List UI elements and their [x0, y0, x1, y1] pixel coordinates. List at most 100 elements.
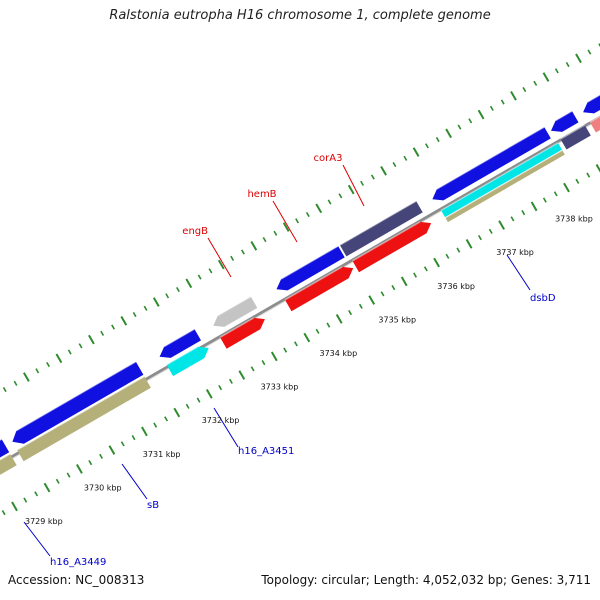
outer-tick [23, 372, 30, 382]
scale-label-3733: 3733 kbp [261, 383, 299, 392]
inner-tick [391, 285, 396, 291]
outer-tick [370, 174, 375, 180]
inner-tick [358, 303, 363, 309]
gene-label-h16_A3451: h16_A3451 [238, 446, 294, 457]
gene-slate-right-body [560, 125, 591, 150]
outer-tick [143, 305, 148, 311]
inner-tick [66, 472, 71, 478]
inner-tick [478, 235, 482, 241]
outer-tick [435, 136, 440, 143]
outer-tick [120, 315, 128, 326]
gene-blue-right-long [432, 126, 551, 201]
outer-tick [500, 99, 505, 105]
outer-tick [217, 259, 225, 270]
inner-tick [294, 341, 298, 347]
gene-red-corA3-partner [352, 221, 432, 273]
scale-label-3732: 3732 kbp [202, 416, 240, 425]
outer-tick [208, 268, 213, 274]
gene-blue-edge-bevel [587, 94, 600, 103]
outer-tick [598, 43, 600, 48]
inner-tick [131, 435, 136, 441]
scale-label-3738: 3738 kbp [555, 215, 593, 224]
inner-tick [1, 510, 6, 516]
outer-tick [100, 330, 105, 336]
outer-tick [412, 147, 420, 157]
scale-label-3729: 3729 kbp [25, 517, 63, 526]
inner-tick [261, 360, 266, 366]
callout-line-h16_A3451 [213, 407, 239, 448]
gene-h16_A3451 [166, 346, 209, 377]
gene-hemB [276, 245, 345, 291]
inner-tick [229, 378, 233, 384]
inner-tick [43, 482, 51, 493]
outer-tick [565, 61, 570, 68]
outer-tick [477, 109, 485, 120]
inner-tick [498, 220, 505, 230]
inner-tick [575, 178, 580, 184]
gene-corA3-body [339, 201, 423, 257]
inner-tick [108, 445, 116, 455]
outer-tick [13, 380, 18, 386]
inner-tick [315, 328, 320, 334]
outer-tick [489, 105, 494, 111]
outer-tick [35, 368, 40, 374]
outer-tick [67, 349, 72, 355]
inner-tick [368, 295, 376, 305]
inner-tick [563, 182, 570, 193]
genome-summary-text: Topology: circular; Length: 4,052,032 bp… [261, 573, 591, 587]
gene-khaki-left-long [16, 375, 151, 462]
outer-tick [78, 343, 83, 349]
inner-tick [348, 310, 352, 316]
gene-corA3 [339, 200, 423, 257]
inner-tick [76, 464, 83, 474]
outer-tick [250, 240, 258, 251]
outer-tick [55, 353, 63, 364]
scale-label-3731: 3731 kbp [143, 450, 181, 459]
outer-tick [88, 334, 95, 345]
callout-line-engB [207, 237, 232, 278]
accession-text: Accession: NC_008313 [8, 573, 145, 587]
inner-tick [303, 332, 311, 343]
outer-tick [587, 49, 592, 55]
outer-tick [554, 68, 559, 74]
gene-label-h16_A3449: h16_A3449 [50, 557, 106, 568]
gene-red-engB-partner [219, 317, 265, 349]
outer-tick [273, 230, 278, 236]
inner-tick [55, 478, 60, 484]
scale-label-3735: 3735 kbp [378, 315, 416, 324]
inner-tick [196, 397, 201, 403]
inner-tick [238, 370, 246, 380]
callout-line-hemB [272, 200, 298, 243]
outer-tick [132, 311, 137, 318]
outer-tick [152, 297, 160, 307]
outer-tick [403, 155, 408, 161]
outer-tick [468, 118, 473, 124]
outer-tick [111, 324, 115, 330]
gene-red-hemB-partner [284, 266, 354, 312]
inner-tick [88, 460, 93, 466]
gene-engB-bevel [217, 295, 252, 317]
gene-pink-edge-bevel [589, 115, 600, 123]
inner-tick [11, 501, 18, 512]
callout-line-dsbD [506, 254, 531, 291]
gene-blue-left-long-body [12, 361, 144, 444]
outer-tick [542, 72, 550, 82]
inner-tick [173, 407, 181, 418]
gene-cyan-dsbD-body [441, 142, 562, 218]
outer-tick [327, 199, 332, 205]
inner-tick [423, 266, 428, 272]
gene-corA3-bevel [339, 200, 417, 246]
inner-tick [488, 228, 493, 234]
gene-khaki-left-long-body [17, 376, 151, 462]
inner-tick [400, 276, 408, 287]
scale-label-3734: 3734 kbp [320, 349, 358, 358]
inner-tick [185, 403, 190, 409]
inner-tick [530, 201, 538, 212]
inner-tick [205, 389, 213, 399]
gene-hemB-bevel [280, 245, 339, 280]
gene-blue-edge [583, 94, 600, 114]
gene-label-hemB: hemB [247, 189, 276, 200]
inner-tick [250, 366, 255, 372]
inner-tick [326, 322, 331, 328]
gene-blue-right-long-bevel [436, 126, 545, 190]
